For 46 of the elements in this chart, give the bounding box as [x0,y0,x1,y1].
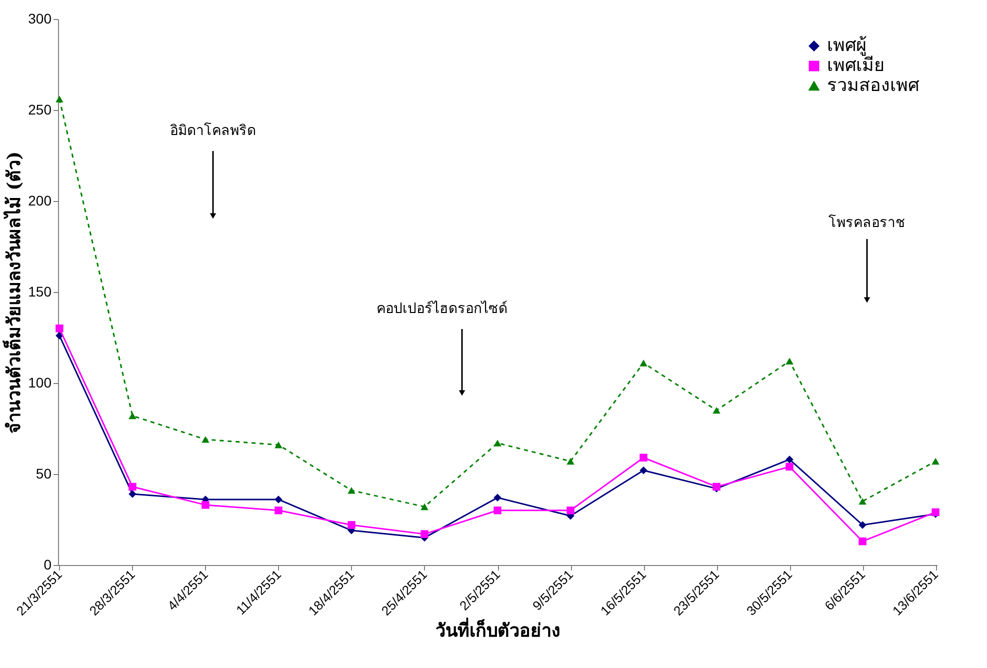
point [858,498,866,505]
point [786,358,794,365]
annotation: โพรคลอราช [828,214,906,231]
point [202,436,210,443]
point [202,501,210,509]
y-tick-label: 0 [44,556,52,572]
point [858,521,866,529]
point [274,442,282,448]
point [274,496,282,504]
y-tick-label: 250 [28,102,52,118]
legend-label: เพศเมีย [827,55,885,75]
point [56,324,64,332]
point [348,521,356,529]
point [858,537,866,546]
point [56,332,64,340]
point [786,456,794,464]
legend-label: รวมสองเพศ [827,75,920,95]
point [566,506,574,514]
point [274,506,282,514]
point [128,490,136,498]
point [420,530,428,538]
point [932,458,940,465]
y-axis-title: จำนวนตัวเต็มวัยแมลงวันผลไม้ (ตัว) [2,151,26,434]
point [494,494,502,502]
y-tick-label: 150 [28,284,52,300]
point [420,503,428,510]
legend-label: เพศผู้ [827,35,867,56]
point [566,458,574,465]
y-tick-label: 50 [36,466,52,482]
point [640,454,648,462]
point [128,482,136,491]
point [128,412,136,420]
annotation: อิมิดาโคลพริด [170,122,256,139]
point [494,440,502,446]
y-tick-label: 100 [28,374,52,390]
point [712,406,720,414]
point [640,360,648,366]
point [494,506,502,514]
x-axis-title: วันที่เก็บตัวอย่าง [436,617,560,642]
point [640,466,648,474]
point [348,487,356,494]
annotation: คอปเปอร์ไฮดรอกไซด์ [376,300,508,317]
point [786,462,794,471]
y-tick-label: 300 [28,10,52,26]
y-tick-label: 200 [28,192,52,208]
point [56,96,64,102]
